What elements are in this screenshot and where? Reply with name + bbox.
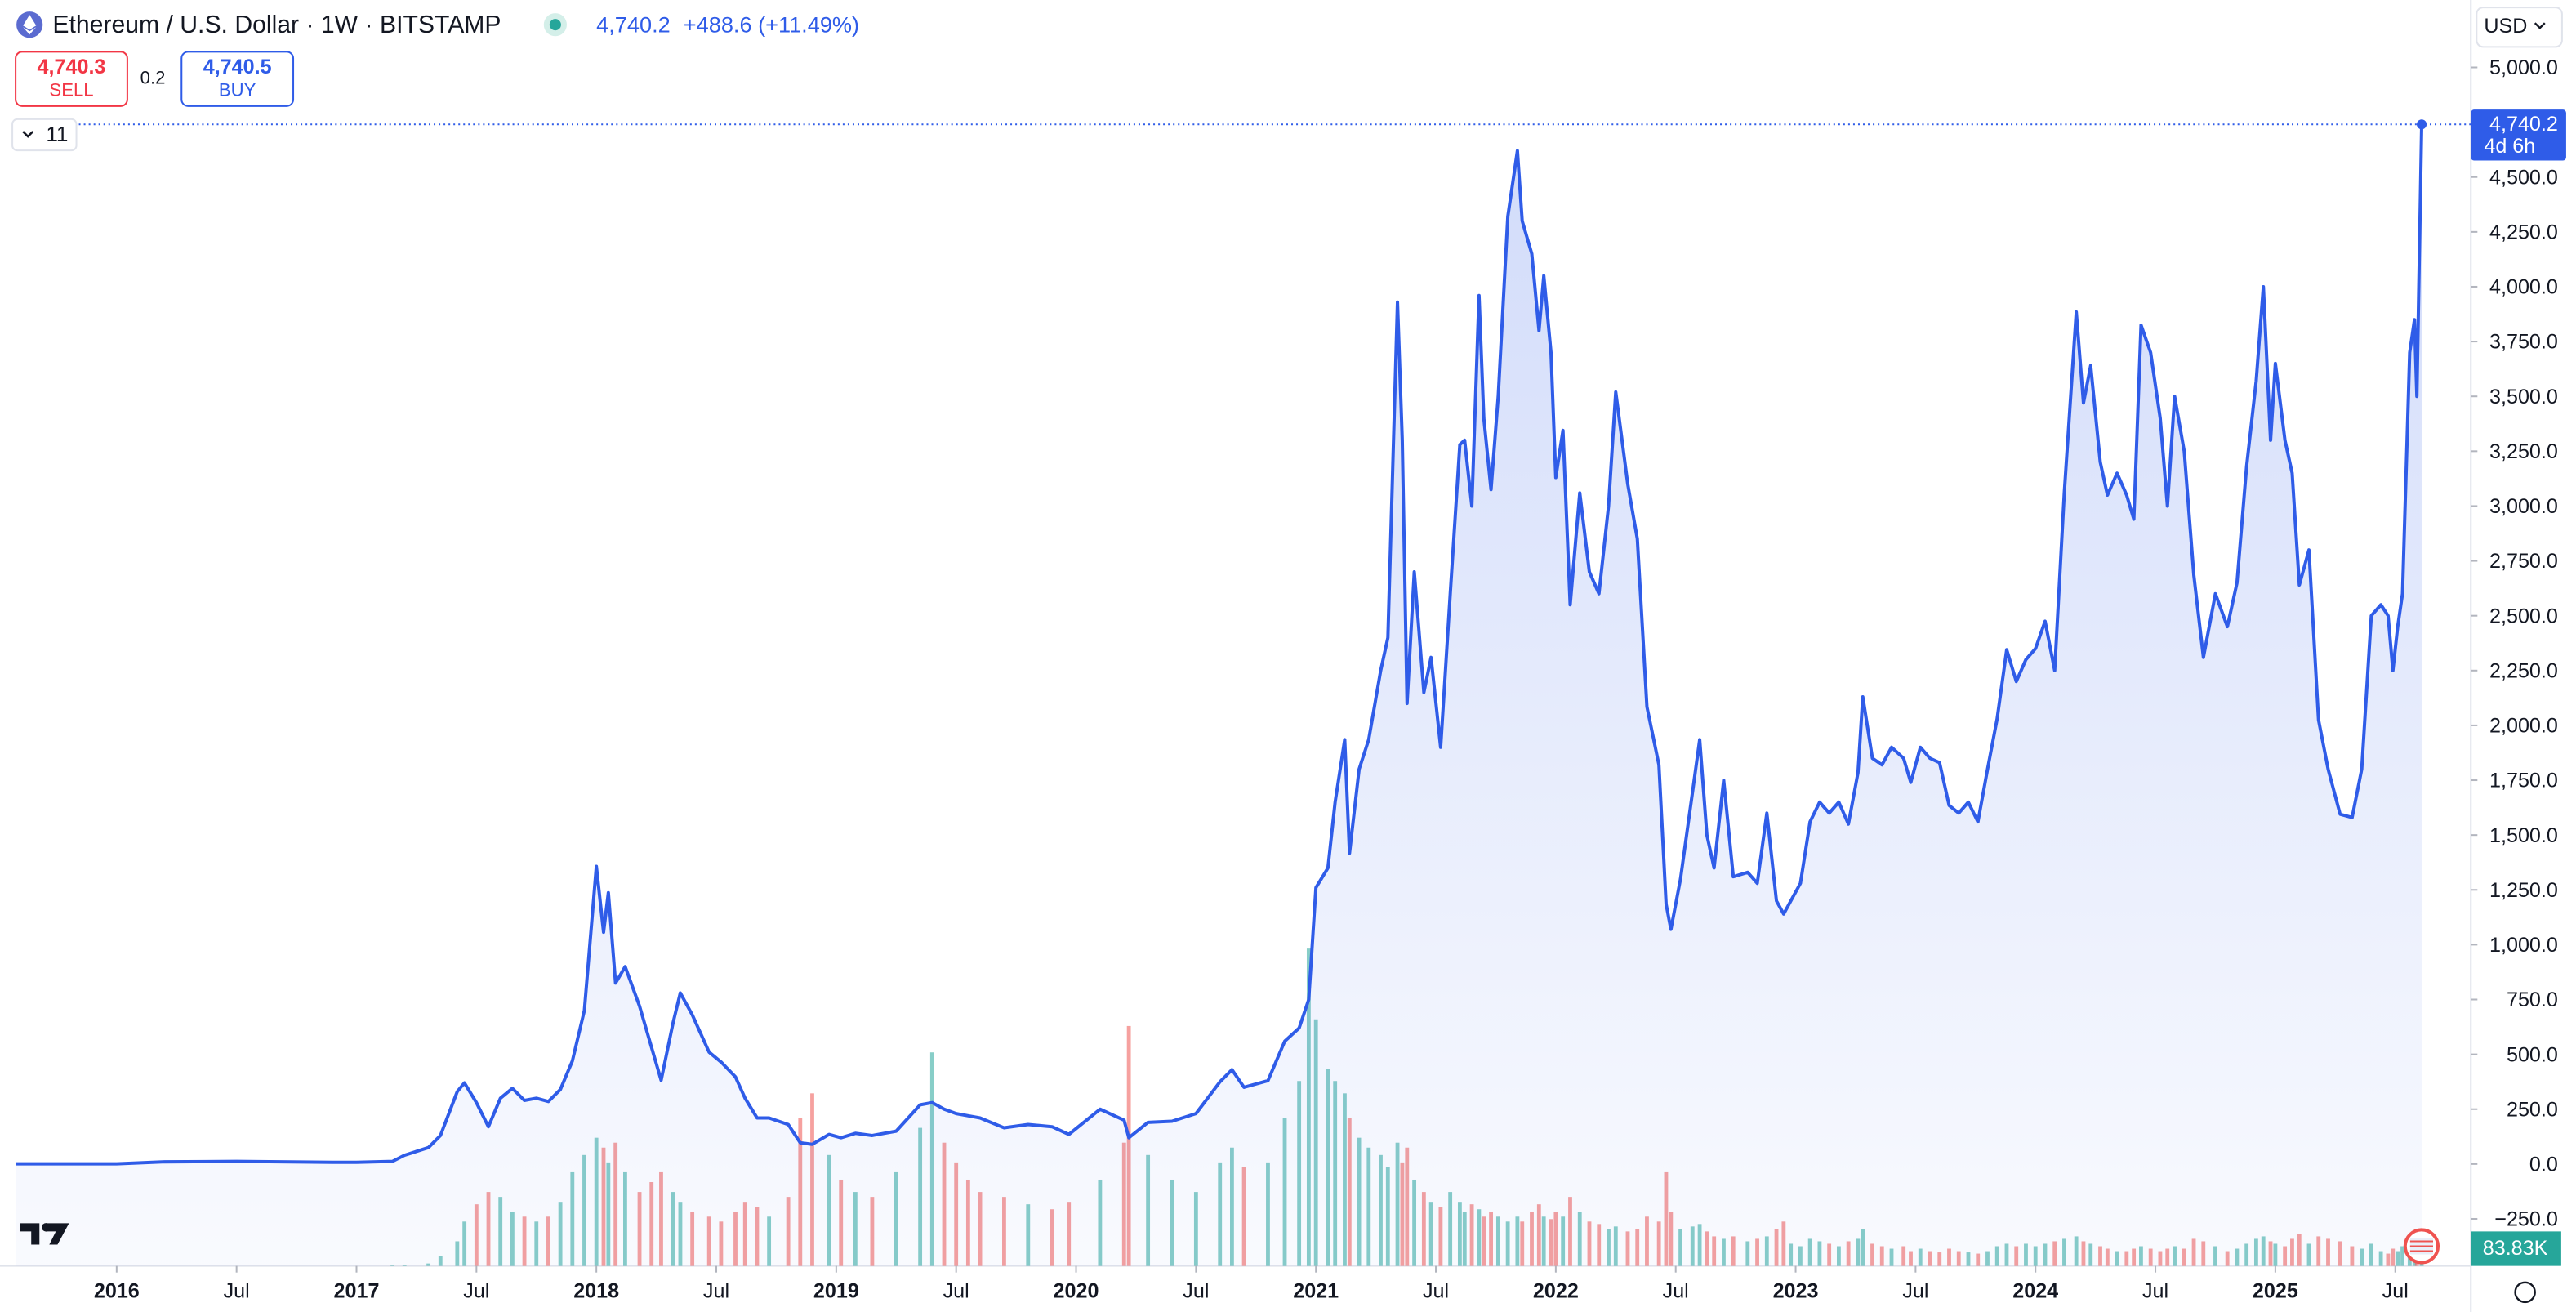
sell-price: 4,740.3 [38, 56, 106, 78]
chevron-icon [22, 131, 34, 138]
last-price: 4,740.2 [596, 11, 671, 37]
flag-stripes [2409, 1240, 2434, 1252]
symbol-icon-glyph [23, 15, 37, 35]
x-tick-label: 2019 [813, 1279, 859, 1302]
x-tick-label: 2018 [573, 1279, 619, 1302]
plot-area [15, 119, 2471, 1266]
y-tick-label: 3,250.0 [2489, 440, 2558, 463]
y-tick-label: 3,750.0 [2489, 331, 2558, 354]
market-status[interactable] [549, 19, 561, 31]
y-tick-label: 1,750.0 [2489, 770, 2558, 792]
x-tick-label: Jul [1183, 1279, 1209, 1302]
currency-button[interactable] [2476, 7, 2563, 48]
price-change: +488.6 (+11.49%) [684, 11, 859, 37]
y-tick-label: 0.0 [2529, 1154, 2558, 1176]
x-tick-label: Jul [463, 1279, 489, 1302]
currency: USD [2484, 15, 2527, 38]
volume-tag [2471, 1231, 2561, 1266]
sell-label: SELL [49, 80, 93, 100]
y-tick-label: 4,000.0 [2489, 276, 2558, 299]
y-tick-label: 5,000.0 [2489, 56, 2558, 79]
x-tick-label: 2021 [1293, 1279, 1339, 1302]
y-tick-label: 4,500.0 [2489, 166, 2558, 189]
y-tick-label: 2,250.0 [2489, 659, 2558, 682]
y-tick-label: 750.0 [2507, 988, 2558, 1011]
y-tick-label: 500.0 [2507, 1043, 2558, 1066]
symbol-title[interactable]: Ethereum / U.S. Dollar · 1W · BITSTAMP [52, 11, 501, 38]
x-tick-label: Jul [943, 1279, 969, 1302]
y-tick-label: 1,250.0 [2489, 879, 2558, 902]
last-price-dot [2416, 119, 2427, 130]
x-tick-label: 2016 [94, 1279, 140, 1302]
price-line [16, 124, 2424, 1166]
y-tick-label: 3,000.0 [2489, 495, 2558, 518]
buy-price: 4,740.5 [203, 56, 272, 78]
countdown: 4d 6h [2484, 135, 2535, 158]
y-tick-label: 3,500.0 [2489, 386, 2558, 408]
volume-label: 83.83K [2483, 1237, 2548, 1260]
y-tick-label: 4,250.0 [2489, 221, 2558, 244]
y-tick-label: 250.0 [2507, 1098, 2558, 1121]
x-tick-label: 2020 [1054, 1279, 1099, 1302]
y-tick-label: 2,750.0 [2489, 550, 2558, 573]
last-price-label: 4,740.2 [2489, 113, 2558, 136]
y-tick-label: −250.0 [2494, 1208, 2558, 1231]
x-tick-label: Jul [1902, 1279, 1928, 1302]
x-tick-label: 2025 [2253, 1279, 2298, 1302]
x-tick-label: Jul [2142, 1279, 2168, 1302]
buy-button[interactable] [180, 51, 295, 107]
y-tick-label: 2,000.0 [2489, 715, 2558, 738]
x-tick-label: 2023 [1773, 1279, 1819, 1302]
y-tick-label: 2,500.0 [2489, 605, 2558, 627]
last-price-tag [2471, 109, 2566, 161]
x-tick-label: 2017 [334, 1279, 380, 1302]
settings-icon[interactable] [2514, 1281, 2536, 1304]
indicators-toggle[interactable] [11, 118, 78, 152]
x-tick-label: Jul [1423, 1279, 1449, 1302]
logo-dot [42, 1223, 51, 1232]
sell-button[interactable] [15, 51, 128, 107]
x-tick-label: Jul [703, 1279, 729, 1302]
x-tick-label: Jul [2382, 1279, 2409, 1302]
x-tick-label: Jul [224, 1279, 250, 1302]
spread: 0.2 [140, 67, 166, 87]
x-tick-label: Jul [1663, 1279, 1689, 1302]
y-tick-label: 1,500.0 [2489, 824, 2558, 847]
indicators-count: 11 [46, 122, 68, 146]
x-tick-label: 2022 [1533, 1279, 1579, 1302]
chevron-icon [2534, 22, 2546, 29]
x-tick-label: 2024 [2012, 1279, 2058, 1302]
logo[interactable] [20, 1223, 69, 1245]
y-tick-label: 1,000.0 [2489, 934, 2558, 957]
buy-label: BUY [219, 80, 256, 100]
